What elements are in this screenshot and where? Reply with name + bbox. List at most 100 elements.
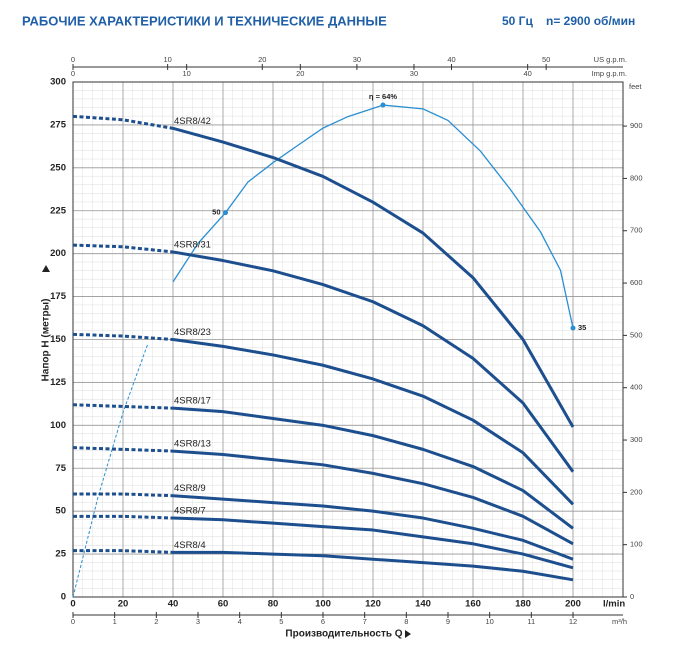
imp_gpm-unit: Imp g.p.m. [592, 69, 627, 78]
feet-tick-label: 700 [630, 226, 643, 235]
x-tick-label: 60 [218, 599, 229, 610]
curve [172, 494, 574, 561]
y-tick-label: 200 [50, 248, 66, 259]
m3h-tick-label: 11 [527, 617, 535, 626]
m3h-tick-label: 6 [321, 617, 325, 626]
m3h-tick-label: 0 [71, 617, 75, 626]
imp_gpm-tick-label: 40 [523, 69, 531, 78]
series-label: 4SR8/9 [174, 483, 206, 494]
x-tick-label: 200 [565, 599, 581, 610]
efficiency-dashed [72, 343, 149, 598]
x-arrow [405, 630, 411, 638]
y-tick-label: 225 [50, 205, 67, 216]
imp_gpm-tick-label: 10 [182, 69, 190, 78]
us_gpm-unit: US g.p.m. [594, 55, 627, 64]
us_gpm-tick-label: 0 [71, 55, 75, 64]
m3h-tick-label: 8 [404, 617, 408, 626]
y-tick-label: 175 [50, 291, 67, 302]
y-tick-label: 0 [61, 592, 66, 603]
feet-unit: feet [629, 82, 642, 91]
series-label: 4SR8/31 [174, 239, 211, 250]
curve [172, 406, 574, 530]
us_gpm-tick-label: 50 [542, 55, 550, 64]
feet-tick-label: 100 [630, 540, 643, 549]
series-label: 4SR8/7 [174, 506, 206, 517]
series-label: 4SR8/42 [174, 116, 211, 127]
curve-dashed [73, 492, 174, 498]
curve-dashed [72, 332, 174, 341]
imp_gpm-tick-label: 30 [410, 69, 418, 78]
y-tick-label: 125 [50, 377, 67, 388]
us_gpm-tick-label: 10 [163, 55, 171, 64]
imp_gpm-tick-label: 0 [71, 69, 75, 78]
y-tick-label: 100 [50, 420, 66, 431]
m3h-tick-label: 7 [363, 617, 367, 626]
x-axis-label: Производительность Q [285, 629, 402, 640]
y-arrow [42, 265, 50, 272]
y-tick-label: 75 [55, 463, 66, 474]
efficiency-label: 35 [578, 323, 586, 332]
feet-tick-label: 300 [630, 435, 643, 444]
m3h-tick-label: 5 [279, 617, 283, 626]
curve-dashed [72, 243, 174, 254]
efficiency-point [570, 325, 576, 331]
x-tick-label: 140 [415, 599, 431, 610]
series-label: 4SR8/23 [174, 327, 211, 338]
chart-title: РАБОЧИЕ ХАРАКТЕРИСТИКИ И ТЕХНИЧЕСКИЕ ДАН… [22, 13, 387, 28]
efficiency-label: η = 64% [369, 92, 397, 101]
m3h-tick-label: 2 [154, 617, 158, 626]
m3h-tick-label: 3 [196, 617, 200, 626]
feet-tick-label: 900 [630, 121, 643, 130]
curve-dashed [72, 446, 174, 453]
x-unit: l/min [603, 599, 625, 610]
curve [172, 250, 575, 473]
y-tick-label: 50 [55, 506, 66, 517]
curve-dashed [73, 514, 174, 520]
y-tick-label: 275 [50, 119, 67, 130]
series-label: 4SR8/17 [174, 396, 211, 407]
frequency: 50 Гц [502, 14, 533, 28]
m3h-tick-label: 10 [485, 617, 493, 626]
m3h-unit: m³/h [612, 617, 627, 626]
m3h-tick-label: 4 [238, 617, 242, 626]
m3h-tick-label: 1 [113, 617, 117, 626]
y-tick-label: 250 [50, 162, 66, 173]
curve-dashed [73, 549, 174, 554]
feet-tick-label: 0 [630, 592, 634, 601]
curve [172, 126, 575, 428]
feet-tick-label: 600 [630, 278, 643, 287]
x-tick-label: 20 [118, 599, 129, 610]
m3h-tick-label: 12 [569, 617, 577, 626]
x-tick-label: 100 [315, 599, 331, 610]
feet-tick-label: 400 [630, 383, 643, 392]
feet-tick-label: 800 [630, 173, 643, 182]
series-label: 4SR8/13 [174, 439, 211, 450]
curve [172, 449, 574, 546]
us_gpm-tick-label: 30 [353, 55, 361, 64]
feet-tick-label: 200 [630, 487, 643, 496]
curve-dashed [72, 114, 174, 130]
y-tick-label: 25 [55, 549, 66, 560]
y-tick-label: 300 [50, 77, 66, 88]
x-tick-label: 80 [268, 599, 279, 610]
x-tick-label: 120 [365, 599, 381, 610]
m3h-tick-label: 9 [446, 617, 450, 626]
plot-frame [72, 81, 624, 598]
y-tick-label: 150 [50, 334, 66, 345]
imp_gpm-tick-label: 20 [296, 69, 304, 78]
feet-tick-label: 500 [630, 330, 643, 339]
efficiency-point [223, 210, 228, 216]
y-axis-label: Напор H (метры) [41, 299, 52, 382]
x-tick-label: 180 [515, 599, 531, 610]
curve [172, 338, 575, 506]
curve [172, 516, 574, 570]
speed: n= 2900 об/мин [546, 14, 635, 28]
curve-dashed [72, 403, 174, 410]
series-label: 4SR8/4 [174, 540, 206, 551]
x-tick-label: 0 [70, 599, 75, 610]
efficiency-line [172, 104, 574, 329]
us_gpm-tick-label: 40 [447, 55, 455, 64]
curve [173, 550, 574, 582]
efficiency-point [380, 102, 386, 108]
